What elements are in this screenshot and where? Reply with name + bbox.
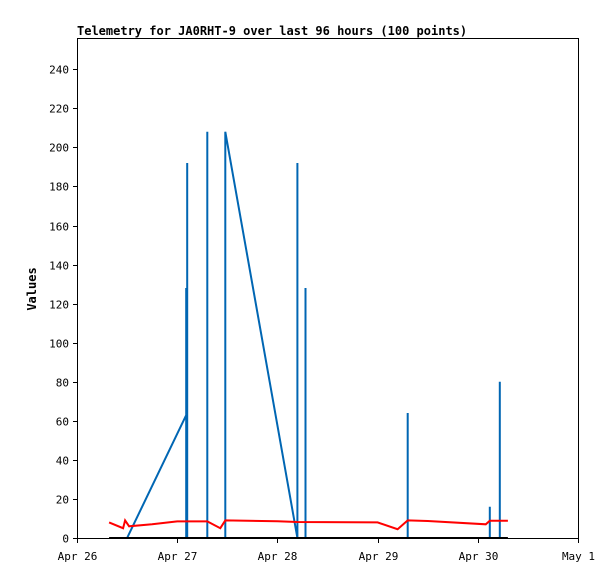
y-tick-label: 100	[49, 338, 69, 351]
x-tick-label: Apr 30	[459, 550, 499, 563]
x-tick-label: Apr 26	[58, 550, 98, 563]
y-tick-label: 200	[49, 142, 69, 155]
y-tick-label: 240	[49, 64, 69, 77]
y-tick-label: 20	[56, 494, 69, 507]
y-tick-label: 80	[56, 377, 69, 390]
x-tick-label: Apr 28	[258, 550, 298, 563]
series-layer	[108, 131, 508, 539]
y-axis: 0 20 40 60 80 100 120 140 160 180 200 220 240	[49, 64, 77, 546]
series-line-0	[126, 131, 501, 539]
x-axis: Apr 26 Apr 27 Apr 28 Apr 29 Apr 30 May 1	[58, 538, 595, 563]
y-tick-label: 40	[56, 455, 69, 468]
x-tick-label: Apr 29	[359, 550, 399, 563]
y-tick-label: 120	[49, 299, 69, 312]
y-axis-label: Values	[25, 267, 39, 310]
y-tick-label: 0	[62, 533, 69, 546]
y-tick-label: 180	[49, 181, 69, 194]
y-tick-label: 220	[49, 103, 69, 116]
chart-title: Telemetry for JA0RHT-9 over last 96 hour…	[77, 24, 467, 38]
y-tick-label: 60	[56, 416, 69, 429]
series-line-1	[108, 518, 508, 531]
y-tick-label: 160	[49, 221, 69, 234]
y-tick-label: 140	[49, 260, 69, 273]
x-tick-label: May 1	[562, 550, 595, 563]
plot-frame	[77, 38, 579, 539]
x-tick-label: Apr 27	[158, 550, 198, 563]
